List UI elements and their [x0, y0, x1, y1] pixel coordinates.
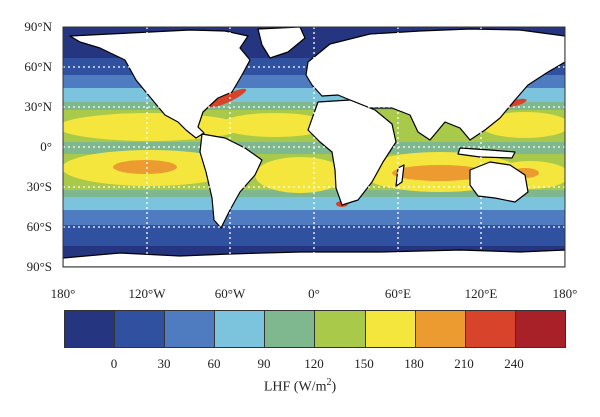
colorbar-tick-label: 30: [157, 356, 171, 371]
colorbar-tick-label: 90: [257, 356, 271, 371]
colorbar-title-superscript: 2: [326, 377, 332, 388]
lat-label-90s: 90°S: [26, 259, 52, 274]
colorbar-tick-label: 120: [304, 356, 324, 371]
lon-label-60e: 60°E: [384, 286, 412, 301]
north-america-land: [69, 29, 251, 139]
lon-label-180e: 180°: [552, 286, 578, 301]
colorbar-tick-label: 60: [207, 356, 221, 371]
colorbar-title-main: LHF (W/m: [263, 379, 327, 395]
colorbar-bin: [114, 311, 165, 347]
colorbar-title: LHF (W/m2): [0, 377, 600, 396]
colorbar-tick-label: 150: [354, 356, 374, 371]
lat-label-60s: 60°S: [26, 219, 52, 234]
colorbar-bin: [65, 311, 115, 347]
indonesia-land: [457, 147, 516, 159]
south-america-land: [199, 133, 263, 229]
lat-label-30n: 30°N: [24, 99, 52, 114]
colorbar-bin: [514, 311, 565, 347]
pacific-orange-core: [113, 160, 177, 174]
colorbar-tick-label: 240: [504, 356, 524, 371]
lon-label-120e: 120°E: [464, 286, 498, 301]
colorbar: [64, 310, 566, 348]
lat-label-60n: 60°N: [24, 59, 52, 74]
colorbar-bin: [414, 311, 465, 347]
colorbar-bin: [264, 311, 315, 347]
ntropic-atlantic-max: [220, 113, 330, 137]
colorbar-tick-label: 180: [404, 356, 424, 371]
lat-label-30s: 30°S: [26, 179, 52, 194]
map-frame: [62, 26, 566, 268]
greenland-land: [257, 27, 306, 59]
lon-label-180w: 180°: [50, 286, 76, 301]
colorbar-tick-label: 210: [454, 356, 474, 371]
lat-label-90n: 90°N: [24, 19, 52, 34]
colorbar-bin: [314, 311, 365, 347]
colorbar-bin: [214, 311, 265, 347]
lon-label-60w: 60°W: [214, 286, 246, 301]
land-masses: [63, 27, 565, 267]
madagascar-land: [395, 164, 405, 187]
lat-label-0: 0°: [40, 139, 52, 154]
stropic-atlantic-max: [255, 157, 345, 193]
colorbar-bin: [164, 311, 215, 347]
eurasia-land: [305, 28, 565, 141]
lon-label-0: 0°: [308, 286, 320, 301]
graticule: [63, 27, 565, 267]
indian-orange-core: [392, 165, 488, 181]
australia-land: [469, 161, 529, 203]
global-lhf-map: [62, 26, 566, 268]
africa-land: [307, 99, 397, 206]
gulf-stream-max: [209, 88, 247, 108]
colorbar-title-end: ): [331, 379, 337, 395]
wpacific-max: [480, 112, 565, 138]
colorbar-tick-label: 0: [110, 356, 118, 371]
colorbar-bin: [464, 311, 515, 347]
colorbar-bin: [364, 311, 415, 347]
lon-label-120w: 120°W: [128, 286, 166, 301]
